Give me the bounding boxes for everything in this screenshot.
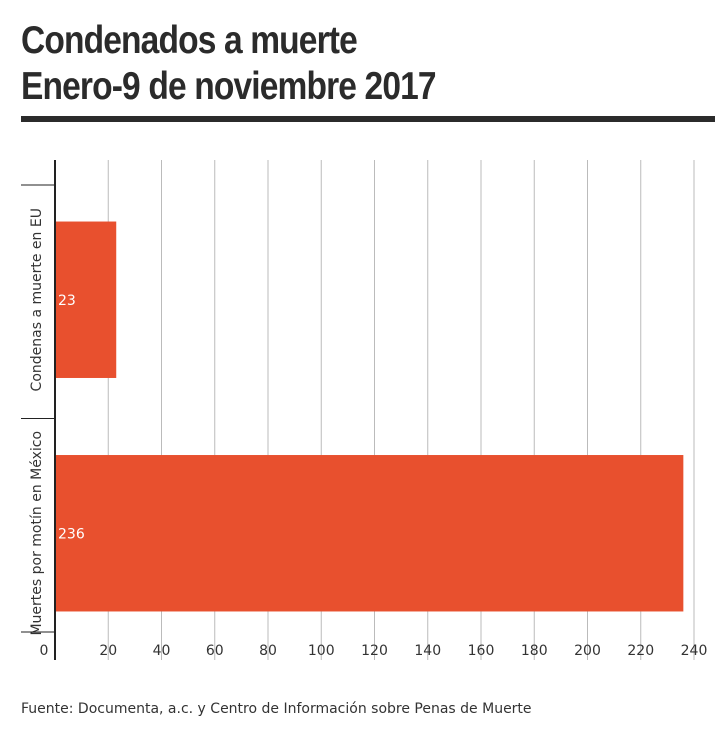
title-line-2: Enero-9 de noviembre 2017 xyxy=(21,65,437,108)
bar xyxy=(55,455,684,612)
bar xyxy=(55,221,117,378)
x-tick-label: 220 xyxy=(627,643,654,659)
x-tick-label: 180 xyxy=(521,643,548,659)
category-label: Condenas a muerte en EU xyxy=(29,208,45,391)
x-tick-label: 20 xyxy=(99,643,117,659)
title-rule xyxy=(21,116,715,122)
x-tick-label: 200 xyxy=(574,643,601,659)
x-tick-label: 160 xyxy=(468,643,495,659)
x-tick-label: 120 xyxy=(361,643,388,659)
bar-chart: 23 Condenas a muerte en EU 236 Muertes por … xyxy=(21,160,708,660)
title-line-1: Condenados a muerte xyxy=(21,19,358,62)
chart-title: Condenados a muerte Enero-9 de noviembre… xyxy=(21,18,437,110)
bar-value-label: 236 xyxy=(58,526,85,542)
x-tick-label: 40 xyxy=(153,643,171,659)
source-note: Fuente: Documenta, a.c. y Centro de Info… xyxy=(21,701,532,717)
x-tick-label: 0 xyxy=(40,643,49,659)
x-tick-label: 140 xyxy=(414,643,441,659)
category-label: Muertes por motín en México xyxy=(29,431,45,636)
x-tick-label: 60 xyxy=(206,643,224,659)
bar-value-label: 23 xyxy=(58,293,76,309)
x-tick-label: 100 xyxy=(308,643,335,659)
x-tick-label: 240 xyxy=(681,643,708,659)
x-tick-label: 80 xyxy=(259,643,277,659)
